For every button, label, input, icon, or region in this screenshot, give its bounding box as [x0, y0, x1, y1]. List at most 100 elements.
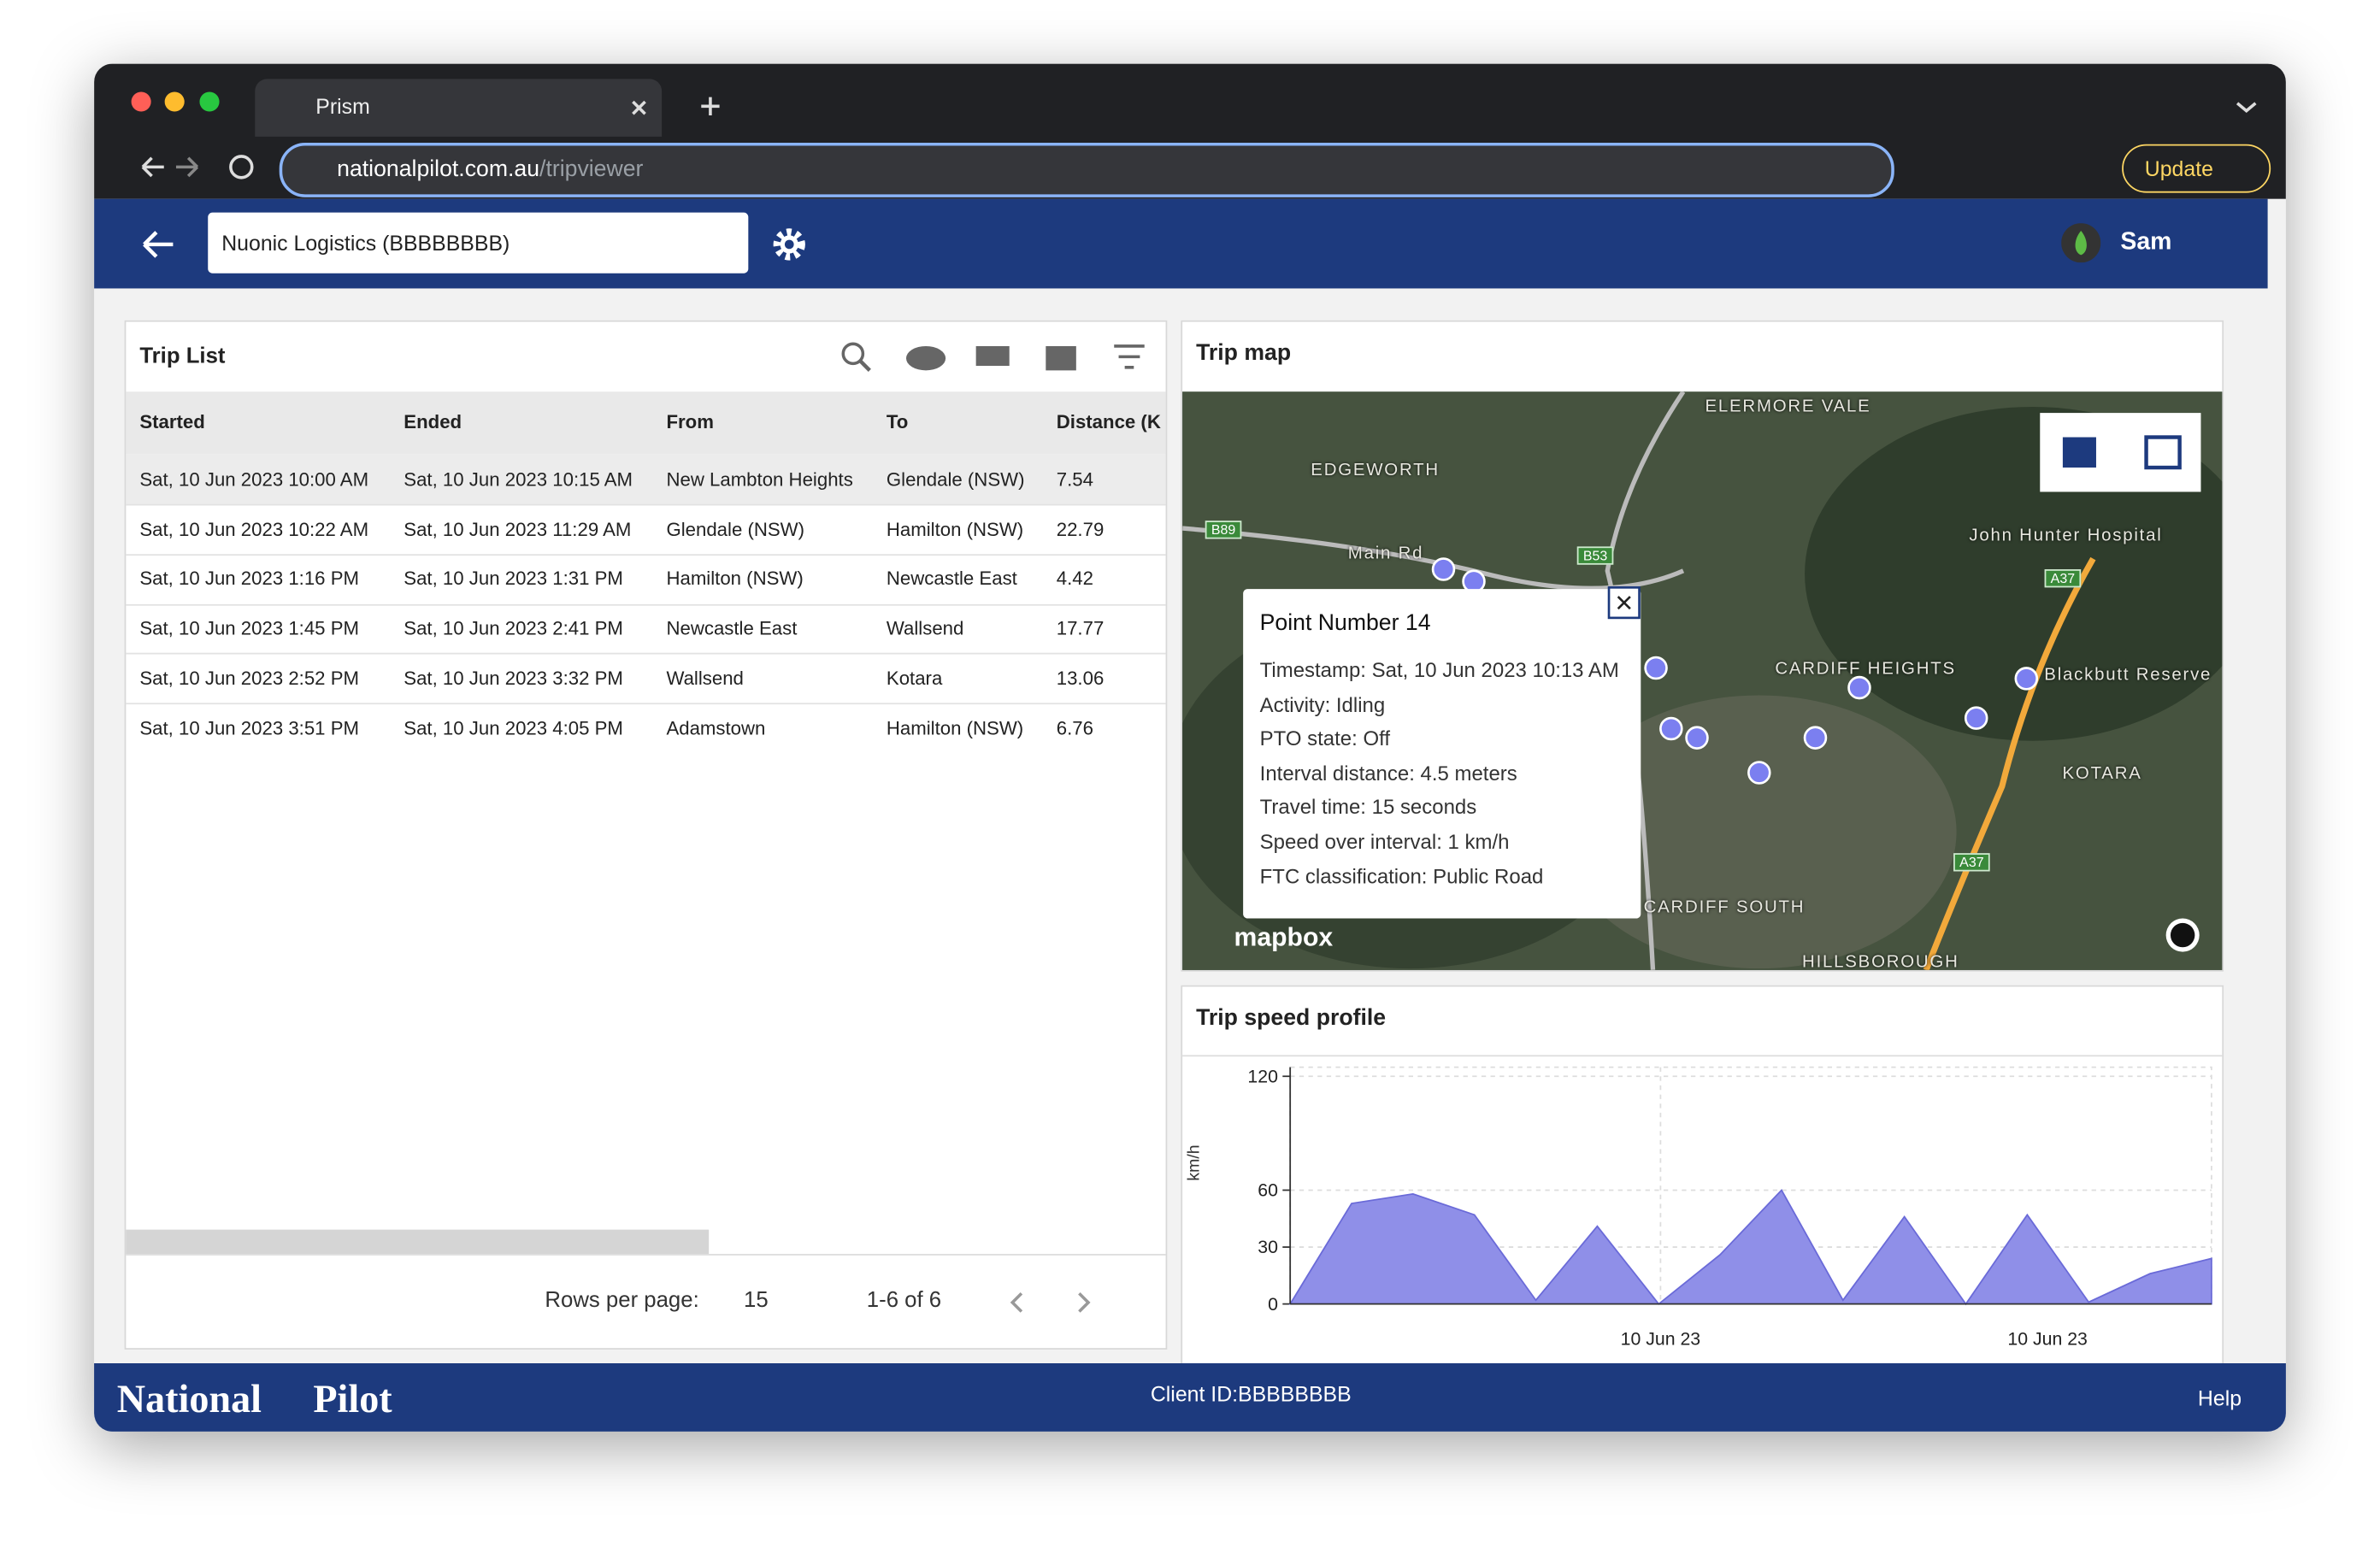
table: Started Ended From To Distance (K Sat, 10 Jun…: [126, 322, 1166, 1233]
column-header: Ended: [404, 411, 462, 433]
settings-button[interactable]: [771, 226, 808, 263]
map-label: Blackbutt Reserve: [2044, 666, 2212, 685]
popup-line: Timestamp: Sat, 10 Jun 2023 10:13 AM: [1259, 658, 1619, 682]
card-title: Trip speed profile: [1196, 1004, 1387, 1031]
map-label: John Hunter Hospital: [1969, 527, 2163, 545]
table-cell: Wallsend: [886, 618, 964, 639]
brand-left: National: [116, 1376, 262, 1421]
table-cell: Adamstown: [666, 717, 766, 739]
table-cell: Sat, 10 Jun 2023 3:51 PM: [139, 717, 359, 739]
map-info[interactable]: [2165, 917, 2201, 954]
table-cell: Sat, 10 Jun 2023 2:52 PM: [139, 668, 359, 689]
url-host: nationalpilot.com.au: [337, 156, 540, 183]
table-cell: Hamilton (NSW): [666, 568, 804, 590]
popup-line: PTO state: Off: [1259, 727, 1390, 750]
y-axis-label: km/h: [1185, 1144, 1204, 1180]
map-popup: Point Number 14 Timestamp: Sat, 10 Jun 2…: [1243, 586, 1641, 919]
road-shield: B53: [1576, 546, 1614, 565]
table-cell: Glendale (NSW): [666, 518, 805, 540]
divider: [1182, 1055, 2223, 1057]
table-cell: 4.42: [1056, 568, 1093, 590]
rows-per-page-label: Rows per page:: [545, 1288, 699, 1314]
table-cell: Sat, 10 Jun 2023 3:32 PM: [404, 668, 623, 689]
url-path: /tripviewer: [539, 156, 644, 183]
popup-line: FTC classification: Public Road: [1259, 864, 1544, 888]
row-highlight: [126, 454, 1166, 504]
popup-close[interactable]: [1607, 586, 1641, 620]
update-button[interactable]: Update: [2122, 144, 2271, 193]
table-cell: Newcastle East: [886, 568, 1017, 590]
table-cell: Hamilton (NSW): [886, 717, 1024, 739]
map-label: EDGEWORTH: [1311, 461, 1440, 480]
row-divider: [126, 603, 1166, 605]
table-cell: 7.54: [1056, 468, 1093, 491]
row-divider: [126, 554, 1166, 556]
map-label: ELERMORE VALE: [1705, 397, 1871, 416]
card-title: Trip List: [139, 344, 226, 369]
app-header: Nuonic Logistics (BBBBBBBB) Sam: [94, 198, 2268, 289]
divider: [126, 1254, 1166, 1256]
trip-list-card: Trip List Started Ended From To Distance (K S…: [124, 320, 1168, 1350]
table-cell: Sat, 10 Jun 2023 1:45 PM: [139, 618, 359, 639]
toolbar-icons[interactable]: [836, 337, 1155, 376]
map[interactable]: Point Number 14 Timestamp: Sat, 10 Jun 2…: [1182, 391, 2223, 970]
column-header: To: [886, 411, 909, 433]
y-tick-label: 30: [1258, 1237, 1278, 1257]
card-title: Trip map: [1196, 339, 1292, 367]
table-cell: Sat, 10 Jun 2023 2:41 PM: [404, 618, 623, 639]
road-shield: A37: [2044, 569, 2082, 588]
back-button[interactable]: [139, 229, 176, 260]
pager[interactable]: [1006, 1287, 1098, 1318]
table-cell: Glendale (NSW): [886, 468, 1025, 491]
map-label: CARDIFF HEIGHTS: [1775, 660, 1956, 679]
popup-title: Point Number 14: [1259, 609, 1431, 637]
table-cell: New Lambton Heights: [666, 468, 853, 491]
table-cell: Kotara: [886, 668, 943, 689]
speed-area: [1288, 1188, 2212, 1306]
org-select[interactable]: Nuonic Logistics (BBBBBBBB): [208, 212, 749, 274]
address-bar[interactable]: nationalpilot.com.au/tripviewer: [279, 142, 1894, 197]
map-label: CARDIFF SOUTH: [1643, 898, 1806, 917]
row-divider: [126, 653, 1166, 656]
y-tick-label: 120: [1247, 1066, 1278, 1086]
footer: National Pilot Client ID:BBBBBBBB Help: [94, 1362, 2286, 1432]
row-divider: [126, 503, 1166, 506]
scrollbar: [126, 1229, 710, 1255]
table-cell: 22.79: [1056, 518, 1105, 540]
tab[interactable]: Prism: [255, 79, 663, 137]
url: nationalpilot.com.au/tripviewer: [337, 156, 643, 182]
x-tick-label: 10 Jun 23: [2007, 1329, 2088, 1350]
y-tick-label: 0: [1268, 1294, 1278, 1315]
user-menu[interactable]: Sam: [2120, 229, 2172, 256]
table-header: [126, 391, 1166, 455]
table-cell: Sat, 10 Jun 2023 10:15 AM: [404, 468, 633, 491]
table-cell: Sat, 10 Jun 2023 4:05 PM: [404, 717, 623, 739]
map-style-toggle[interactable]: [2040, 413, 2201, 492]
page-range: 1-6 of 6: [866, 1288, 942, 1314]
table-cell: Newcastle East: [666, 618, 798, 639]
table-cell: 17.77: [1056, 618, 1105, 639]
row-divider: [126, 703, 1166, 705]
rows-per-page[interactable]: 15: [743, 1288, 769, 1314]
avatar: [2061, 223, 2101, 263]
speed-chart: km/h 0 30 60 120 10 Jun 23 10 Jun 23: [1185, 1066, 2212, 1350]
brand: National Pilot: [117, 1377, 392, 1422]
org-name: Nuonic Logistics (BBBBBBBB): [221, 230, 510, 256]
table-cell: Sat, 10 Jun 2023 11:29 AM: [404, 518, 632, 540]
map-label: KOTARA: [2062, 765, 2142, 784]
map-label: Main Rd: [1347, 544, 1424, 563]
road-shield: A37: [1953, 853, 1990, 872]
help-link[interactable]: Help: [2197, 1385, 2242, 1410]
column-header: Started: [139, 411, 205, 433]
table-cell: 13.06: [1056, 668, 1105, 689]
popup-line: Activity: Idling: [1259, 692, 1386, 716]
popup-line: Speed over interval: 1 km/h: [1259, 830, 1510, 854]
table-cell: Sat, 10 Jun 2023 1:16 PM: [139, 568, 359, 590]
tab-close[interactable]: [628, 97, 650, 119]
table-cell: Sat, 10 Jun 2023 10:00 AM: [139, 468, 369, 491]
client-id: Client ID:BBBBBBBB: [1150, 1381, 1352, 1406]
popup-line: Interval distance: 4.5 meters: [1259, 762, 1517, 785]
x-tick-label: 10 Jun 23: [1621, 1329, 1701, 1350]
